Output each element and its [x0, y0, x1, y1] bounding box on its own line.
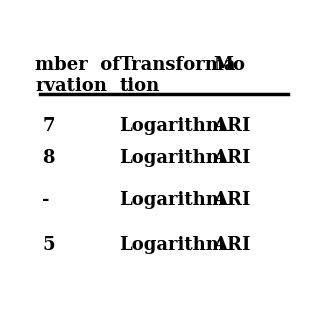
Text: ARI: ARI: [214, 191, 251, 209]
Text: -: -: [43, 191, 50, 209]
Text: Logarithm: Logarithm: [119, 191, 225, 209]
Text: ARI: ARI: [214, 149, 251, 167]
Text: Logarithm: Logarithm: [119, 236, 225, 253]
Text: Logarithm: Logarithm: [119, 117, 225, 135]
Text: ARI: ARI: [214, 117, 251, 135]
Text: tion: tion: [119, 76, 160, 95]
Text: Transforma: Transforma: [119, 56, 236, 74]
Text: rvation: rvation: [35, 76, 107, 95]
Text: 5: 5: [43, 236, 55, 253]
Text: mber  of: mber of: [35, 56, 120, 74]
Text: 8: 8: [43, 149, 55, 167]
Text: 7: 7: [43, 117, 55, 135]
Text: ARI: ARI: [214, 236, 251, 253]
Text: Logarithm: Logarithm: [119, 149, 225, 167]
Text: Mo: Mo: [214, 56, 246, 74]
